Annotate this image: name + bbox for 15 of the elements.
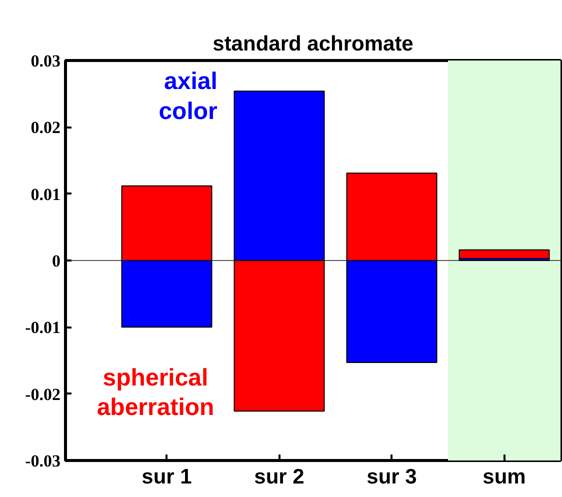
y-tick-label: 0.03 — [30, 52, 60, 70]
x-tick-label: sum — [482, 466, 526, 488]
y-tick-label: 0.02 — [30, 118, 60, 138]
y-tick-label: 0.01 — [30, 184, 60, 204]
x-tick-label: sur 1 — [142, 466, 192, 488]
series-label: axial color — [158, 68, 218, 125]
bar — [458, 249, 550, 259]
y-tick-label: -0.03 — [25, 452, 61, 470]
y-tick-label: 0 — [52, 252, 60, 270]
chart-title: standard achromate — [212, 32, 414, 56]
y-tick-label: -0.01 — [25, 318, 61, 338]
x-tick-label: sur 3 — [366, 466, 417, 488]
series-label: spherical aberration — [96, 364, 214, 422]
y-tick-label: -0.02 — [25, 384, 61, 404]
x-tick-label: sur 2 — [254, 466, 304, 488]
